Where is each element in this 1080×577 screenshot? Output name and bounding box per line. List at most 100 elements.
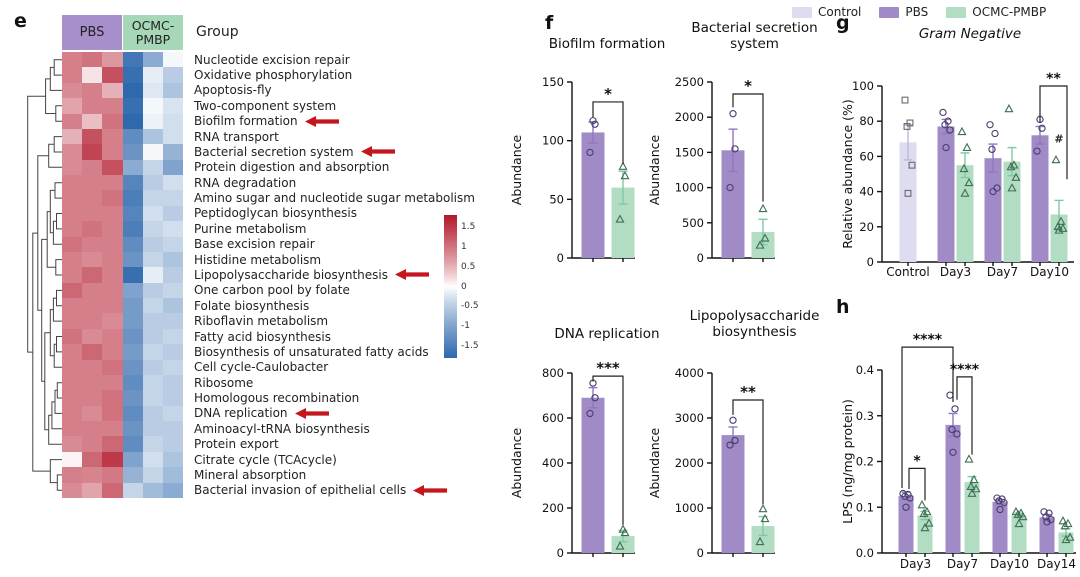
heatmap-cell <box>62 52 83 68</box>
bar-group-control <box>899 96 917 266</box>
significance-label: * <box>604 85 612 103</box>
error-bar <box>960 152 970 179</box>
heatmap-row-label: Purine metabolism <box>194 221 306 236</box>
heatmap-cell <box>162 421 184 437</box>
heatmap-cell <box>162 298 184 314</box>
highlight-arrow-icon <box>304 115 339 127</box>
chart-title-line: Biofilm formation <box>548 36 666 52</box>
heatmap-cell <box>162 328 184 345</box>
heatmap-cell <box>62 236 83 253</box>
heatmap-row-label: Homologous recombination <box>194 390 359 405</box>
heatmap-cell <box>102 374 123 391</box>
heatmap-row-label: One carbon pool by folate <box>194 283 350 298</box>
heatmap-row-label: Histidine metabolism <box>194 252 321 267</box>
heatmap-cell <box>142 175 164 191</box>
y-tick-label: 4000 <box>675 366 704 380</box>
heatmap-cell <box>162 98 184 114</box>
heatmap-cell <box>142 313 164 330</box>
heatmap-cell <box>82 328 103 345</box>
y-tick-label: 500 <box>682 216 704 230</box>
data-points <box>993 494 1008 514</box>
colorbar-tick: 1 <box>461 241 467 252</box>
significance-label: ** <box>1046 71 1061 87</box>
heatmap-cell <box>122 67 144 84</box>
heatmap-cell <box>82 221 103 238</box>
dendrogram <box>27 59 62 491</box>
pathway-name: RNA degradation <box>194 175 297 190</box>
significance-bracket <box>1039 85 1068 180</box>
heatmap-row-label: Cell cycle-Caulobacter <box>194 360 328 375</box>
heatmap-cell <box>142 236 164 253</box>
heatmap-cell <box>102 390 123 407</box>
heatmap-cell <box>142 359 164 376</box>
pathway-name: Biosynthesis of unsaturated fatty acids <box>194 344 429 359</box>
heatmap-cell <box>82 405 103 422</box>
colorbar-tick: 0.5 <box>461 261 476 272</box>
heatmap-cell <box>82 482 103 499</box>
heatmap-cell <box>62 82 83 99</box>
data-points <box>946 391 961 456</box>
data-points <box>957 126 974 197</box>
colorbar-tick: 0 <box>461 281 467 292</box>
bar-group-ocmc-pmbp <box>751 203 775 262</box>
heatmap-cell <box>62 113 83 130</box>
heatmap-cell <box>122 144 144 161</box>
heatmap-cell <box>82 390 103 407</box>
heatmap-cell <box>62 328 83 345</box>
heatmap-cell <box>162 113 184 130</box>
heatmap-cell <box>122 221 144 238</box>
heatmap-cell <box>142 82 164 99</box>
pathway-name: Riboflavin metabolism <box>194 314 329 329</box>
heatmap-row-label: RNA degradation <box>194 175 296 190</box>
heatmap-cell <box>122 374 144 391</box>
y-tick-label: 60 <box>859 149 874 163</box>
heatmap-cell <box>142 482 164 499</box>
heatmap-cell <box>162 451 184 468</box>
heatmap-row-label: Biosynthesis of unsaturated fatty acids <box>194 344 429 359</box>
panel-label-e: e <box>14 10 27 32</box>
heatmap-cell <box>122 251 144 268</box>
heatmap-cell <box>82 98 103 114</box>
data-points <box>917 500 934 532</box>
heatmap-cell <box>82 436 103 453</box>
y-tick-label: 0 <box>557 251 564 265</box>
y-tick-label: 0.3 <box>856 409 874 423</box>
data-points <box>615 161 630 223</box>
y-axis-label: Abundance <box>647 427 662 498</box>
heatmap-cell <box>142 221 164 238</box>
error-bar <box>758 218 768 246</box>
chart-gram-negative: 0 20 40 60 80 100 Relative abundance (%) Contro… <box>840 71 1074 279</box>
bar-group-ocmc-pmbp <box>917 500 934 557</box>
heatmap-row-label: Apoptosis-fly <box>194 83 272 98</box>
heatmap-cell <box>122 359 144 376</box>
heatmap-row-label: Bacterial invasion of epithelial cells <box>194 483 448 498</box>
bar-group-pbs <box>721 110 745 262</box>
heatmap-cell <box>122 205 144 222</box>
heatmap-cell <box>102 144 123 161</box>
y-tick-label: 0.0 <box>856 546 874 560</box>
heatmap-cell <box>62 128 83 145</box>
data-points <box>1011 506 1028 528</box>
heatmap-cell <box>142 421 164 437</box>
heatmap-cell <box>122 98 144 114</box>
dendrogram-lines <box>27 59 62 491</box>
heatmap-row-label: Two-component system <box>194 98 336 113</box>
chart-title-lps-biosynthesis: Lipopolysaccharide biosynthesis <box>672 306 837 340</box>
bar-group-pbs <box>581 117 605 262</box>
x-tick-label: Day7 <box>987 265 1018 279</box>
heatmap-cell <box>142 436 164 453</box>
chart-title-biofilm: Biofilm formation <box>537 20 677 52</box>
heatmap-cell <box>62 390 83 407</box>
heatmap-cell <box>102 482 123 499</box>
heatmap-column-group-pbs: PBS <box>62 15 122 50</box>
chart-title-line: system <box>730 36 779 52</box>
bar-group-pbs <box>581 379 605 557</box>
chart-title-line: Bacterial secretion <box>691 20 818 36</box>
data-points <box>615 524 630 550</box>
heatmap-cell <box>62 159 83 176</box>
heatmap-row-label: Protein export <box>194 436 279 451</box>
heatmap-cell <box>142 405 164 422</box>
y-tick-label: 200 <box>542 501 564 515</box>
heatmap-cell <box>162 359 184 376</box>
